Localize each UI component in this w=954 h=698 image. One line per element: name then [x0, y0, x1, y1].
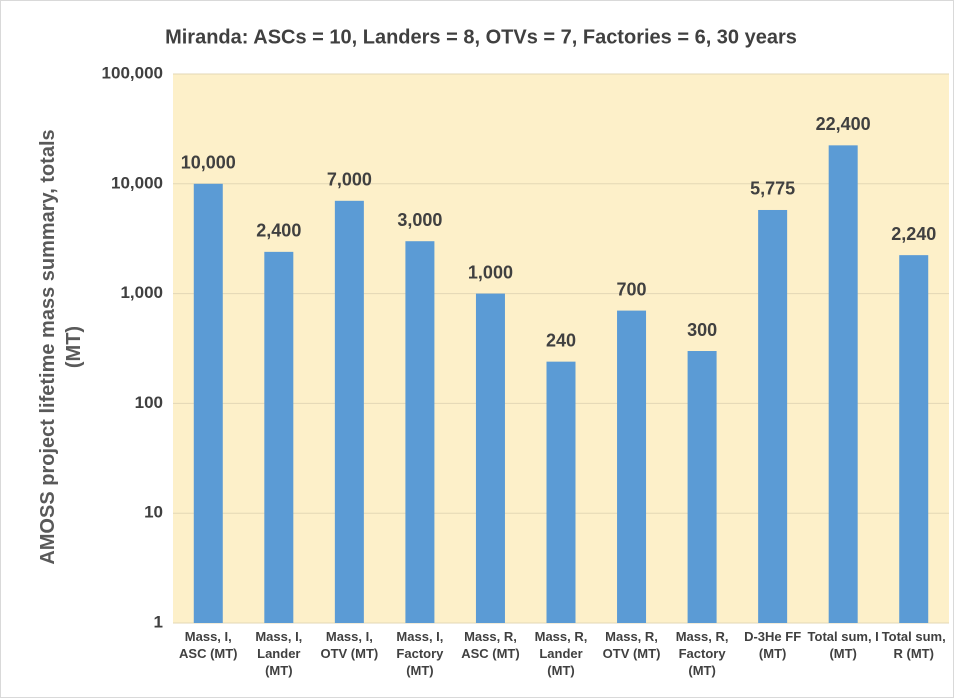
bar [193, 183, 223, 624]
bar [475, 293, 505, 623]
x-tick-label: Mass, I, ASC (MT) [179, 629, 238, 661]
y-tick-label: 1,000 [120, 283, 163, 302]
x-tick-label: Mass, R, Lander (MT) [534, 629, 588, 678]
y-tick-label: 100,000 [102, 63, 163, 82]
x-tick-label: Mass, I, Factory (MT) [396, 629, 444, 678]
bar [334, 200, 364, 624]
bar [899, 255, 929, 623]
x-tick-label: Mass, R, OTV (MT) [602, 629, 661, 661]
x-tick-label: Total sum, I (MT) [807, 629, 879, 661]
x-tick-label: D-3He FF (MT) [744, 629, 802, 661]
data-label: 1,000 [468, 262, 513, 282]
x-tick-label: Mass, R, ASC (MT) [461, 629, 520, 661]
bar [687, 351, 717, 623]
x-tick-label: Mass, I, OTV (MT) [320, 629, 379, 661]
data-label: 22,400 [816, 114, 871, 134]
chart-title: Miranda: ASCs = 10, Landers = 8, OTVs = … [165, 26, 797, 48]
y-tick-label: 100 [135, 393, 163, 412]
y-axis-label: AMOSS project lifetime mass summary, tot… [37, 129, 85, 565]
x-tick-label: Mass, R, Factory (MT) [675, 629, 729, 678]
data-label: 300 [687, 320, 717, 340]
data-label: 2,240 [891, 224, 936, 244]
bar [546, 361, 576, 623]
y-tick-label: 1 [154, 612, 163, 631]
y-tick-label: 10 [144, 503, 163, 522]
x-tick-label: Mass, I, Lander (MT) [255, 629, 303, 678]
data-label: 7,000 [327, 170, 372, 190]
bar [617, 310, 647, 623]
bar [758, 209, 788, 623]
data-label: 3,000 [397, 210, 442, 230]
bar [405, 241, 435, 623]
data-label: 700 [617, 279, 647, 299]
bar [264, 251, 294, 624]
data-label: 240 [546, 330, 576, 350]
y-tick-label: 10,000 [111, 173, 163, 192]
data-label: 10,000 [181, 153, 236, 173]
bar [828, 145, 858, 623]
data-label: 5,775 [750, 179, 795, 199]
x-tick-label: Total sum, R (MT) [881, 629, 946, 661]
data-label: 2,400 [256, 221, 301, 241]
